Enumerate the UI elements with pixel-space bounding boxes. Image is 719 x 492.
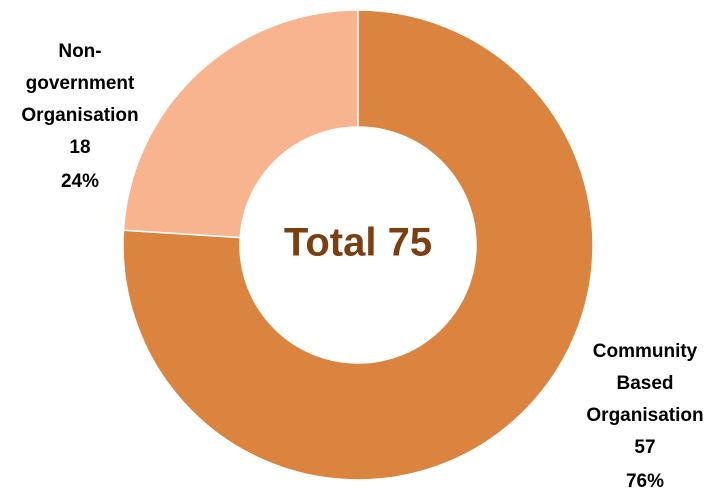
slice [122, 9, 594, 481]
value-label: 18 [69, 137, 90, 158]
percentage-label: 24% [61, 171, 99, 192]
slice-label: Organisation [586, 405, 703, 426]
slice-label: Organisation [21, 105, 138, 126]
slice-label: Non- [58, 41, 101, 62]
slice [122, 9, 359, 239]
percentage-label: 76% [626, 471, 664, 492]
center-label: Total 75 [284, 221, 432, 265]
slice-label: government [26, 73, 135, 94]
slice-label: Based [616, 373, 673, 394]
value-label: 57 [634, 437, 655, 458]
slice-label: Community [593, 341, 698, 362]
